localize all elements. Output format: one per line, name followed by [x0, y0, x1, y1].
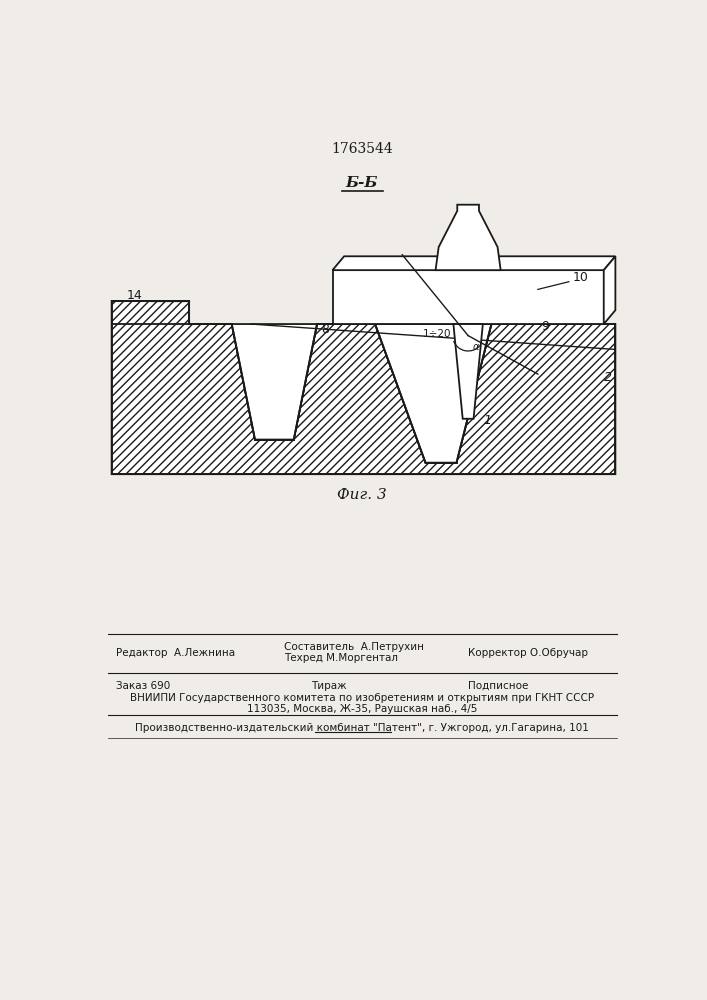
Text: Заказ 690: Заказ 690 — [115, 681, 170, 691]
Text: Тираж: Тираж — [311, 681, 346, 691]
Text: Производственно-издательский комбинат "Патент", г. Ужгород, ул.Гагарина, 101: Производственно-издательский комбинат "П… — [135, 723, 589, 733]
Text: 8: 8 — [321, 323, 329, 336]
Text: 10: 10 — [573, 271, 589, 284]
Text: 2: 2 — [604, 371, 612, 384]
Polygon shape — [375, 324, 491, 463]
Polygon shape — [112, 301, 615, 474]
Text: Редактор  А.Лежнина: Редактор А.Лежнина — [115, 648, 235, 658]
Text: 1÷20: 1÷20 — [423, 329, 451, 339]
Polygon shape — [604, 256, 615, 324]
Text: 1763544: 1763544 — [331, 142, 393, 156]
Polygon shape — [232, 324, 317, 440]
Text: Фиг. 3: Фиг. 3 — [337, 488, 387, 502]
Text: $\alpha$: $\alpha$ — [472, 342, 480, 352]
Text: Корректор О.Обручар: Корректор О.Обручар — [468, 648, 588, 658]
Polygon shape — [332, 256, 615, 270]
Text: ВНИИПИ Государственного комитета по изобретениям и открытиям при ГКНТ СССР: ВНИИПИ Государственного комитета по изоб… — [130, 693, 594, 703]
Text: Техред М.Моргентал: Техред М.Моргентал — [284, 653, 399, 663]
Text: 1: 1 — [484, 414, 491, 427]
Text: Б-Б: Б-Б — [346, 176, 378, 190]
Text: 9: 9 — [542, 320, 549, 333]
Text: 113035, Москва, Ж-35, Раушская наб., 4/5: 113035, Москва, Ж-35, Раушская наб., 4/5 — [247, 704, 477, 714]
Text: Подписное: Подписное — [468, 681, 529, 691]
Polygon shape — [332, 270, 604, 324]
Text: Составитель  А.Петрухин: Составитель А.Петрухин — [284, 642, 424, 652]
Text: 14: 14 — [127, 289, 143, 302]
Polygon shape — [453, 324, 483, 419]
Polygon shape — [436, 205, 501, 270]
